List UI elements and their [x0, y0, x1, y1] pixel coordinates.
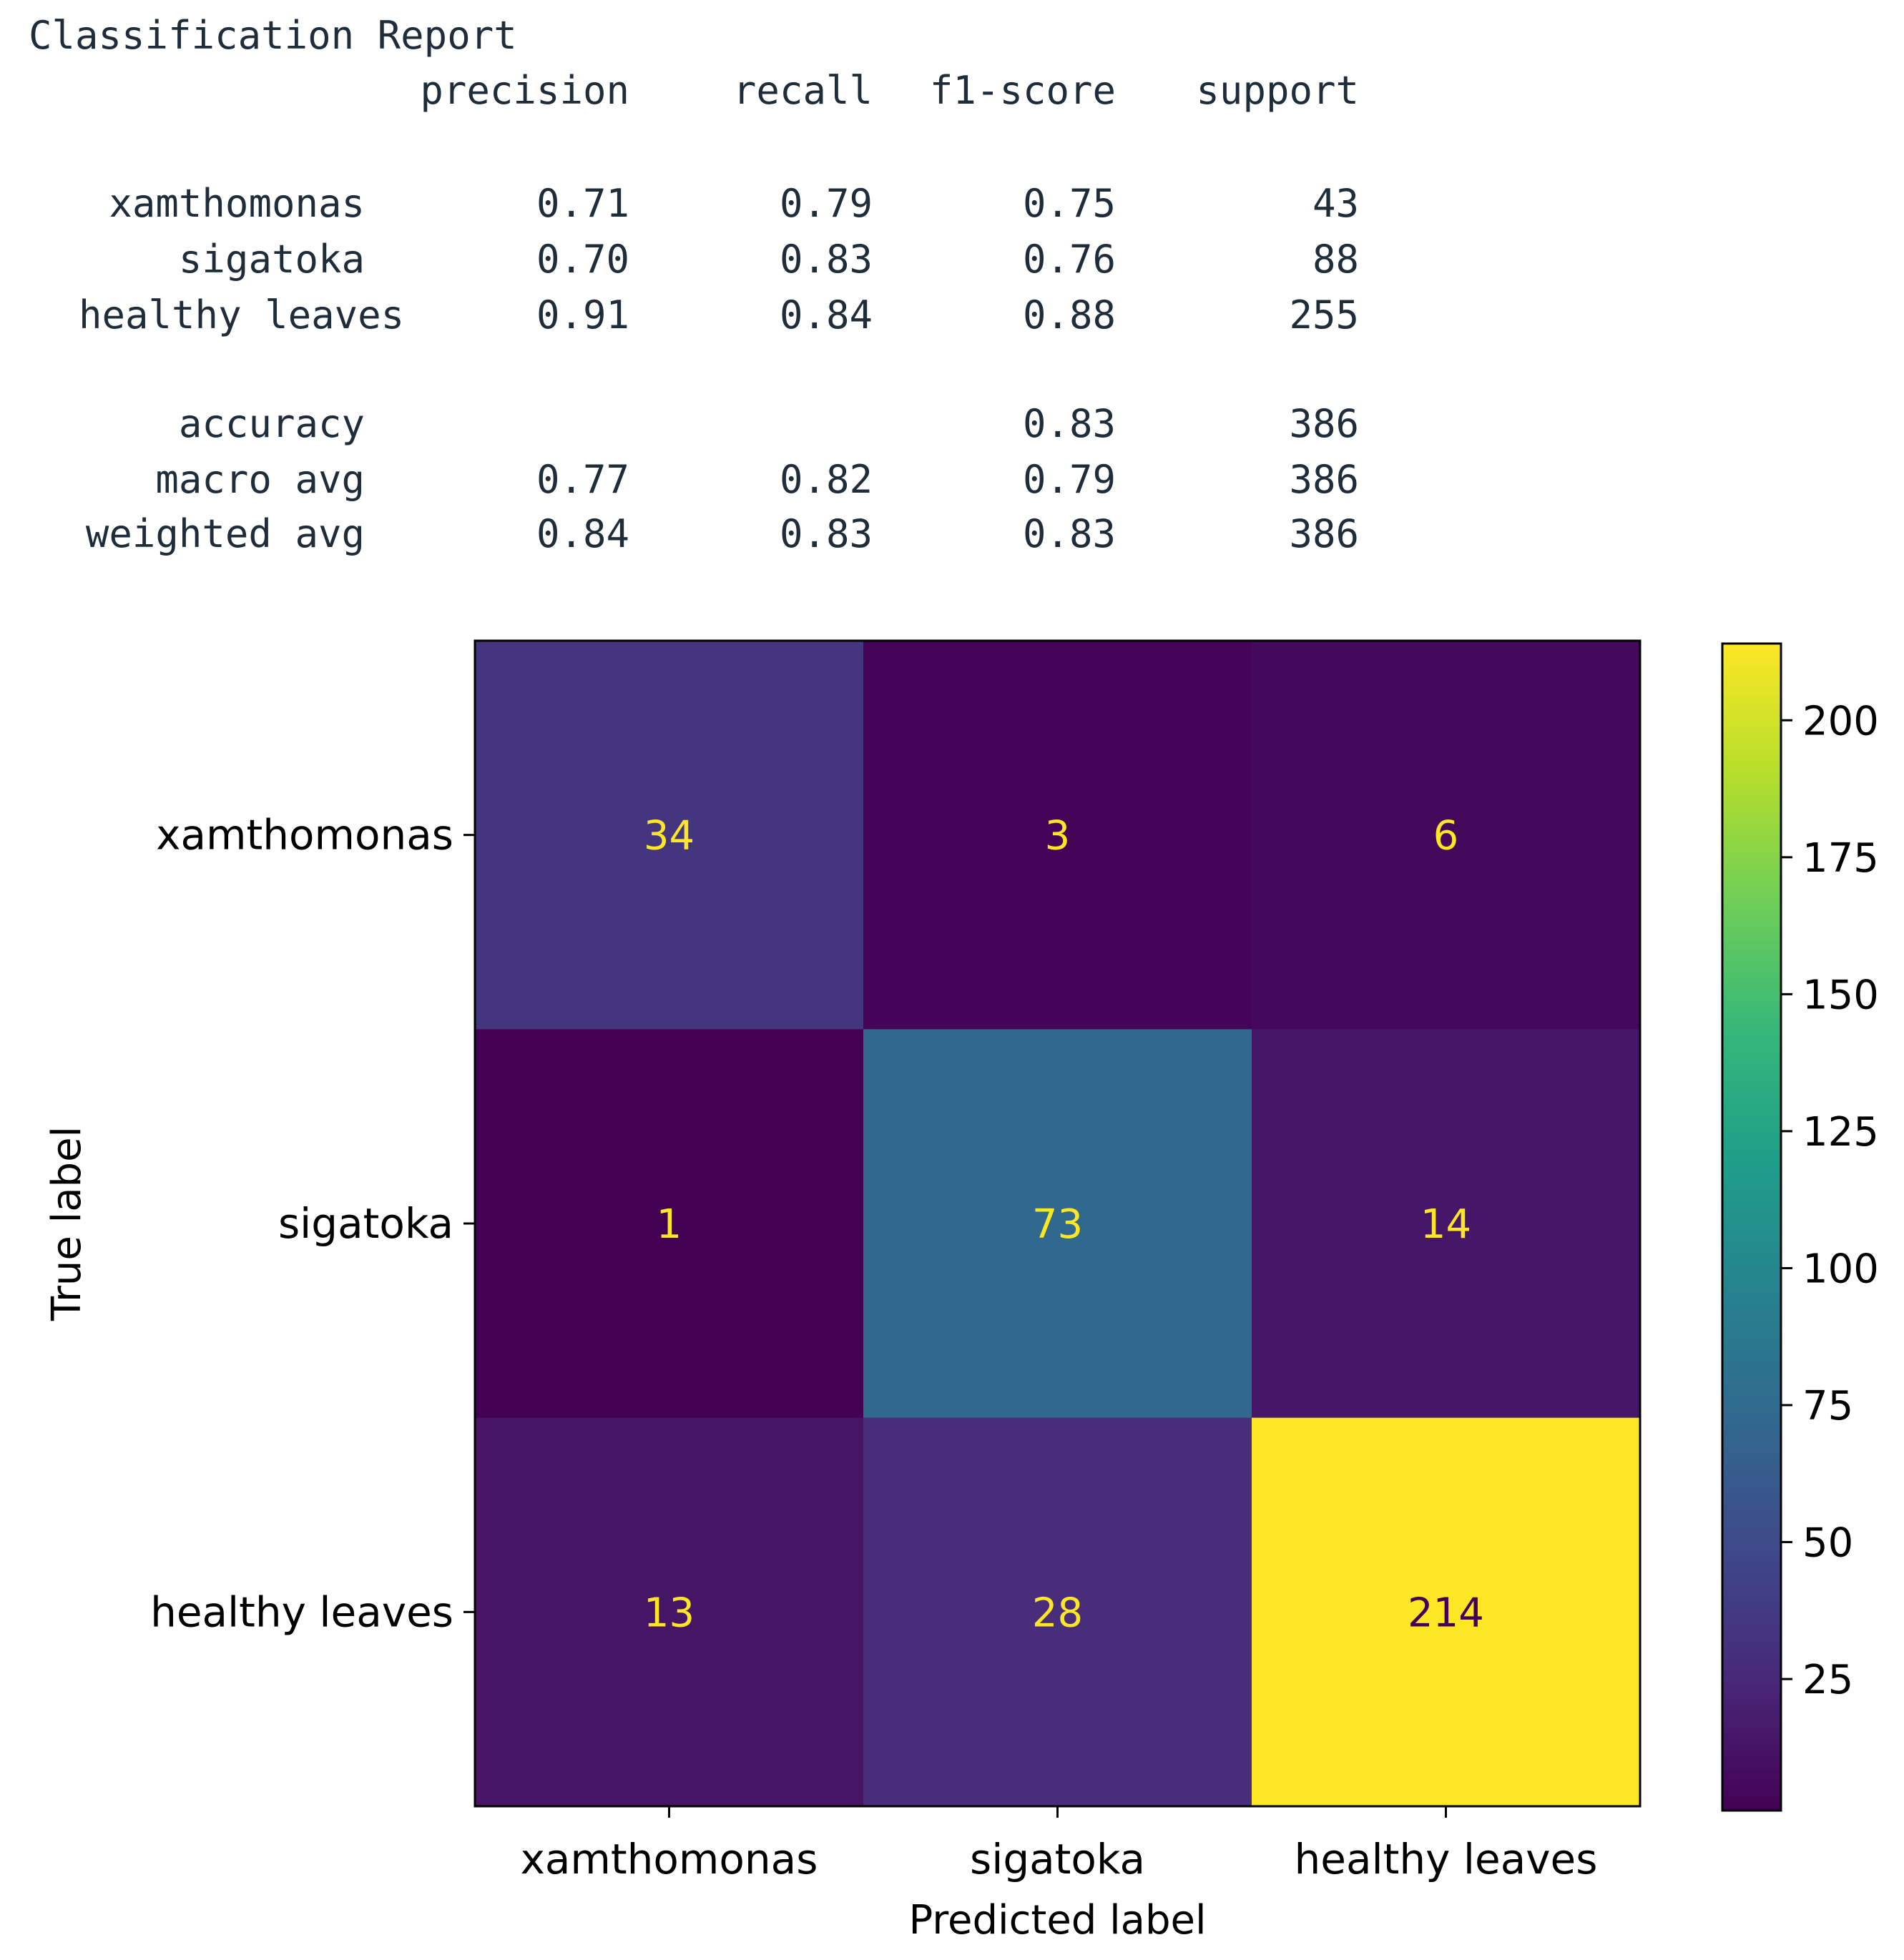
- report-row-support: 43: [1312, 181, 1359, 226]
- heatmap-cell-label: 1: [657, 1201, 682, 1248]
- report-row-precision: 0.70: [536, 237, 629, 282]
- report-header-f1-score: f1-score: [929, 68, 1116, 113]
- heatmap-cell: [1252, 641, 1641, 1030]
- report-summary-support: 386: [1289, 457, 1359, 502]
- report-summary-label: accuracy: [178, 401, 365, 446]
- report-row-f1: 0.76: [1022, 237, 1116, 282]
- report-summary-f1: 0.83: [1022, 401, 1116, 446]
- report-summary-support: 386: [1289, 401, 1359, 446]
- heatmap-cell-label: 3: [1045, 813, 1071, 860]
- y-axis-ticks: xamthomonas sigatoka healthy leaves: [150, 811, 475, 1636]
- report-row-recall: 0.83: [779, 237, 873, 282]
- colorbar-tick-label: 50: [1802, 1520, 1853, 1567]
- heatmap-cell: [863, 641, 1252, 1030]
- y-axis-label: True label: [44, 1126, 90, 1321]
- report-row-support: 255: [1289, 292, 1359, 338]
- report-header-support: support: [1196, 68, 1359, 113]
- report-title: Classification Report: [29, 13, 517, 58]
- heatmap-cell-label: 14: [1420, 1201, 1471, 1248]
- colorbar-tick-label: 25: [1802, 1657, 1853, 1703]
- colorbar-ticks: 25 50 75 100 125 150 175 200: [1781, 698, 1879, 1703]
- heatmap-cell: [475, 1029, 864, 1419]
- y-tick-label: healthy leaves: [150, 1587, 453, 1636]
- heatmap-cell-label: 73: [1032, 1201, 1083, 1248]
- report-summary-label: weighted avg: [85, 511, 365, 556]
- report-summary-label: macro avg: [155, 457, 365, 502]
- report-summary-f1: 0.83: [1022, 511, 1116, 556]
- colorbar-tick-label: 150: [1802, 972, 1879, 1018]
- report-summary-precision: 0.84: [536, 511, 629, 556]
- heatmap-cell-label: 28: [1032, 1590, 1083, 1636]
- report-row-f1: 0.88: [1022, 292, 1116, 338]
- report-row-support: 88: [1312, 237, 1359, 282]
- heatmap-cell: [863, 1417, 1252, 1807]
- report-row-recall: 0.84: [779, 292, 873, 338]
- heatmap-cell: [475, 1417, 864, 1807]
- heatmap-cell-label: 13: [644, 1590, 695, 1636]
- report-summary-recall: 0.82: [779, 457, 873, 502]
- colorbar-tick-label: 75: [1802, 1383, 1853, 1429]
- report-summary-precision: 0.77: [536, 457, 629, 502]
- report-summary-support: 386: [1289, 511, 1359, 556]
- colorbar-tick-label: 200: [1802, 698, 1879, 744]
- x-tick-label: xamthomonas: [521, 1835, 818, 1883]
- report-row-label: sigatoka: [178, 237, 365, 282]
- heatmap-cell-labels: 34 3 6 1 73 14 13 28 214: [644, 813, 1484, 1637]
- x-axis-label: Predicted label: [908, 1897, 1206, 1944]
- report-row-label: xamthomonas: [109, 181, 365, 226]
- report-summary-f1: 0.79: [1022, 457, 1116, 502]
- colorbar: [1721, 642, 1782, 1812]
- heatmap-cell: [475, 641, 864, 1030]
- heatmap-cell-label: 34: [644, 813, 695, 860]
- heatmap-cell: [863, 1029, 1252, 1419]
- report-summary-recall: 0.83: [779, 511, 873, 556]
- x-tick-label: healthy leaves: [1295, 1835, 1598, 1883]
- report-header-recall: recall: [732, 68, 873, 113]
- colorbar-tick-label: 125: [1802, 1109, 1879, 1156]
- report-header-precision: precision: [420, 68, 629, 113]
- report-row-recall: 0.79: [779, 181, 873, 226]
- x-axis-ticks: xamthomonas sigatoka healthy leaves: [521, 1806, 1598, 1883]
- colorbar-tick-label: 100: [1802, 1246, 1879, 1292]
- classification-report: Classification Report precision recall f1-…: [29, 13, 1431, 556]
- x-tick-label: sigatoka: [970, 1835, 1145, 1883]
- colorbar-tick-label: 175: [1802, 835, 1879, 882]
- heatmap-cell: [1252, 1029, 1641, 1419]
- report-row-precision: 0.91: [536, 292, 629, 338]
- report-row-f1: 0.75: [1022, 181, 1116, 226]
- heatmap-cell: [1252, 1417, 1641, 1807]
- heatmap-cell-label: 214: [1408, 1590, 1484, 1636]
- heatmap-cells: [475, 641, 1641, 1807]
- y-tick-label: xamthomonas: [156, 811, 453, 860]
- heatmap-cell-label: 6: [1433, 813, 1459, 860]
- y-tick-label: sigatoka: [278, 1199, 453, 1248]
- report-row-precision: 0.71: [536, 181, 629, 226]
